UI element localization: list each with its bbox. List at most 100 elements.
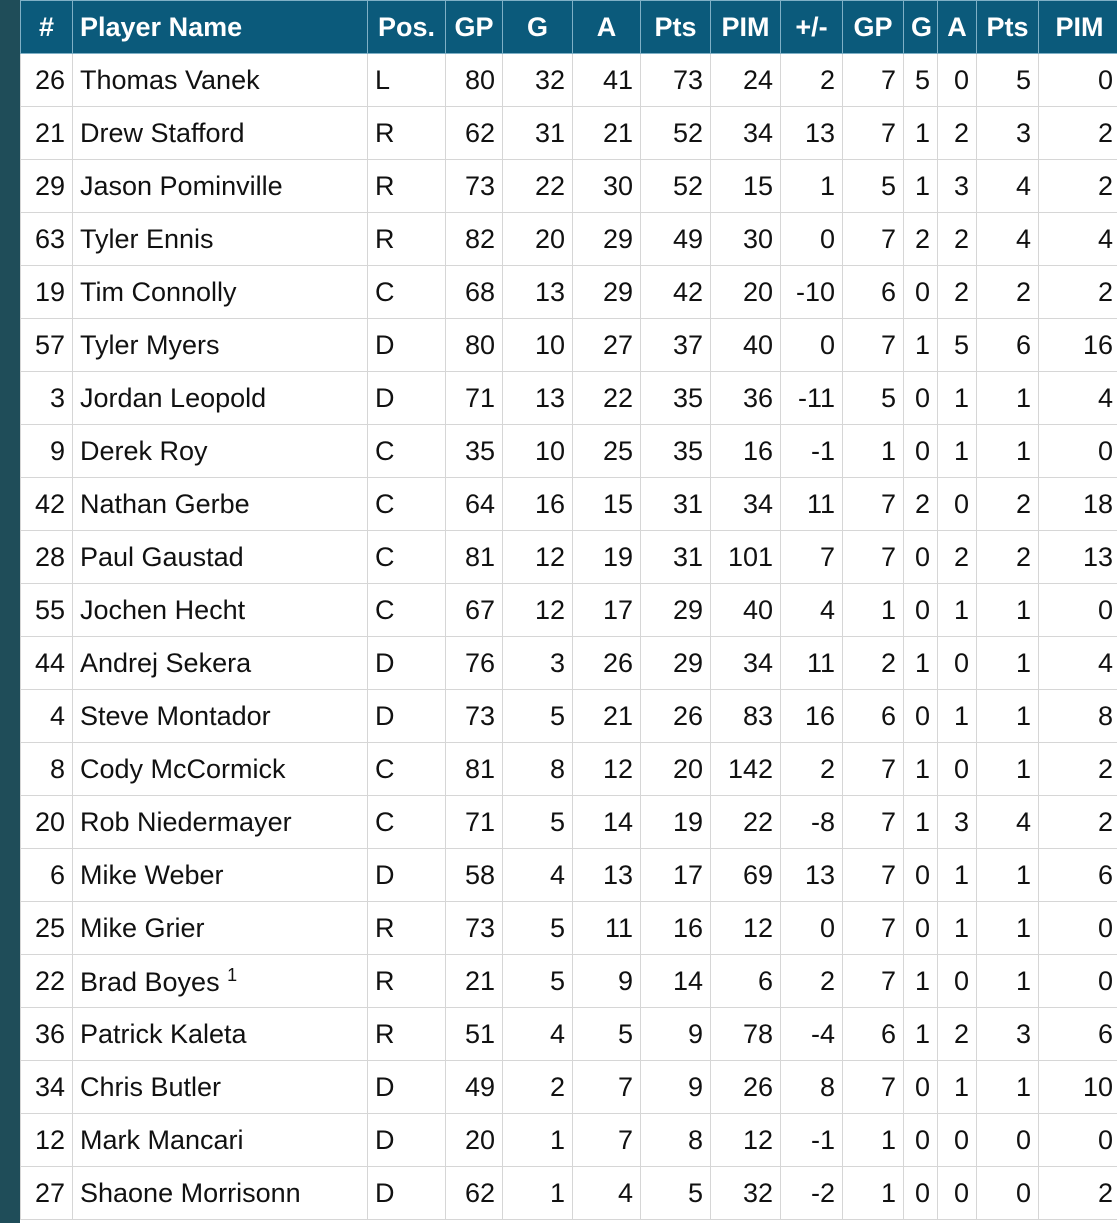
cell-text: 40 (742, 594, 773, 625)
cell-playoff-assists: 5 (937, 318, 977, 372)
cell-points: 35 (640, 424, 711, 478)
cell-text: D (375, 700, 395, 731)
cell-pim: 40 (710, 318, 781, 372)
cell-position: C (367, 424, 446, 478)
column-header-gp[interactable]: GP (445, 0, 503, 54)
cell-playoff-gp: 1 (842, 424, 904, 478)
cell-number: 42 (20, 477, 73, 531)
cell-text: 9 (617, 965, 633, 996)
cell-playoff-points: 1 (976, 371, 1039, 425)
table-row: 9 Derek Roy C 35 10 25 35 16 -1 1 0 1 1 0 (20, 424, 1117, 478)
cell-number: 27 (20, 1166, 73, 1220)
cell-text: 0 (1015, 1124, 1031, 1155)
cell-text: 1 (880, 1124, 896, 1155)
cell-playoff-pim: 2 (1038, 106, 1117, 160)
cell-text: 1 (880, 435, 896, 466)
cell-text: 4 (549, 859, 565, 890)
cell-gp: 58 (445, 848, 503, 902)
cell-gp: 62 (445, 106, 503, 160)
cell-playoff-assists: 0 (937, 1166, 977, 1220)
cell-playoff-goals: 2 (903, 212, 938, 266)
cell-text: 0 (914, 859, 930, 890)
cell-text: 5 (617, 1018, 633, 1049)
cell-text: 9 (49, 435, 65, 466)
column-header-player-name[interactable]: Player Name (72, 0, 368, 54)
cell-assists: 22 (572, 371, 641, 425)
cell-text: 2 (1015, 541, 1031, 572)
column-header-playoff-assists[interactable]: A (937, 0, 977, 54)
cell-playoff-gp: 7 (842, 318, 904, 372)
cell-position: D (367, 848, 446, 902)
cell-text: Tim Connolly (80, 276, 237, 307)
cell-goals: 10 (502, 318, 573, 372)
table-row: 4 Steve Montador D 73 5 21 26 83 16 6 0 1 1 8 (20, 689, 1117, 743)
cell-gp: 68 (445, 265, 503, 319)
cell-assists: 30 (572, 159, 641, 213)
cell-position: C (367, 530, 446, 584)
table-row: 8 Cody McCormick C 81 8 12 20 142 2 7 1 0 1 2 (20, 742, 1117, 796)
cell-goals: 13 (502, 371, 573, 425)
cell-text: 19 (34, 276, 65, 307)
column-header-points[interactable]: Pts (640, 0, 711, 54)
cell-text: 4 (617, 1177, 633, 1208)
cell-assists: 26 (572, 636, 641, 690)
cell-text: -8 (810, 806, 835, 837)
cell-position: R (367, 954, 446, 1008)
cell-text: C (375, 753, 395, 784)
table-row: 22 Brad Boyes 1 R 21 5 9 14 6 2 7 1 0 1 0 (20, 954, 1117, 1008)
cell-text: 27 (602, 329, 633, 360)
cell-text: 13 (1082, 541, 1113, 572)
cell-playoff-goals: 1 (903, 636, 938, 690)
cell-text: 21 (464, 965, 495, 996)
column-header-number[interactable]: # (20, 0, 73, 54)
cell-goals: 16 (502, 477, 573, 531)
cell-pim: 20 (710, 265, 781, 319)
cell-text: -1 (810, 435, 835, 466)
cell-text: 6 (880, 700, 896, 731)
cell-text: Mark Mancari (80, 1124, 244, 1155)
cell-assists: 21 (572, 106, 641, 160)
cell-pim: 36 (710, 371, 781, 425)
cell-text: 12 (534, 594, 565, 625)
cell-text: 0 (953, 64, 969, 95)
cell-playoff-goals: 2 (903, 477, 938, 531)
cell-plus-minus: 11 (780, 477, 843, 531)
column-header-pim[interactable]: PIM (710, 0, 781, 54)
column-header-assists[interactable]: A (572, 0, 641, 54)
cell-text: 3 (1015, 1018, 1031, 1049)
column-header-plus-minus[interactable]: +/- (780, 0, 843, 54)
column-header-playoff-points[interactable]: Pts (976, 0, 1039, 54)
cell-points: 16 (640, 901, 711, 955)
column-header-playoff-pim[interactable]: PIM (1038, 0, 1117, 54)
cell-text: R (375, 170, 395, 201)
cell-gp: 62 (445, 1166, 503, 1220)
cell-text: 0 (819, 329, 835, 360)
cell-text: 52 (672, 117, 703, 148)
cell-text: 26 (672, 700, 703, 731)
cell-text: 76 (464, 647, 495, 678)
cell-playoff-pim: 6 (1038, 848, 1117, 902)
cell-text: D (375, 647, 395, 678)
cell-text: 29 (672, 647, 703, 678)
cell-number: 12 (20, 1113, 73, 1167)
cell-number: 19 (20, 265, 73, 319)
cell-text: 78 (742, 1018, 773, 1049)
cell-text: 14 (672, 965, 703, 996)
cell-points: 5 (640, 1166, 711, 1220)
column-header-playoff-gp[interactable]: GP (842, 0, 904, 54)
cell-plus-minus: 8 (780, 1060, 843, 1114)
footnote-marker[interactable]: 1 (227, 964, 238, 985)
column-header-playoff-goals[interactable]: G (903, 0, 938, 54)
cell-text: 1 (953, 435, 969, 466)
cell-number: 57 (20, 318, 73, 372)
column-header-position[interactable]: Pos. (367, 0, 446, 54)
cell-text: 5 (880, 170, 896, 201)
cell-player-name: Patrick Kaleta (72, 1007, 368, 1061)
column-header-goals[interactable]: G (502, 0, 573, 54)
cell-text: 20 (534, 223, 565, 254)
cell-text: 30 (602, 170, 633, 201)
cell-playoff-points: 1 (976, 742, 1039, 796)
cell-text: 5 (549, 965, 565, 996)
cell-playoff-pim: 13 (1038, 530, 1117, 584)
cell-playoff-assists: 0 (937, 742, 977, 796)
